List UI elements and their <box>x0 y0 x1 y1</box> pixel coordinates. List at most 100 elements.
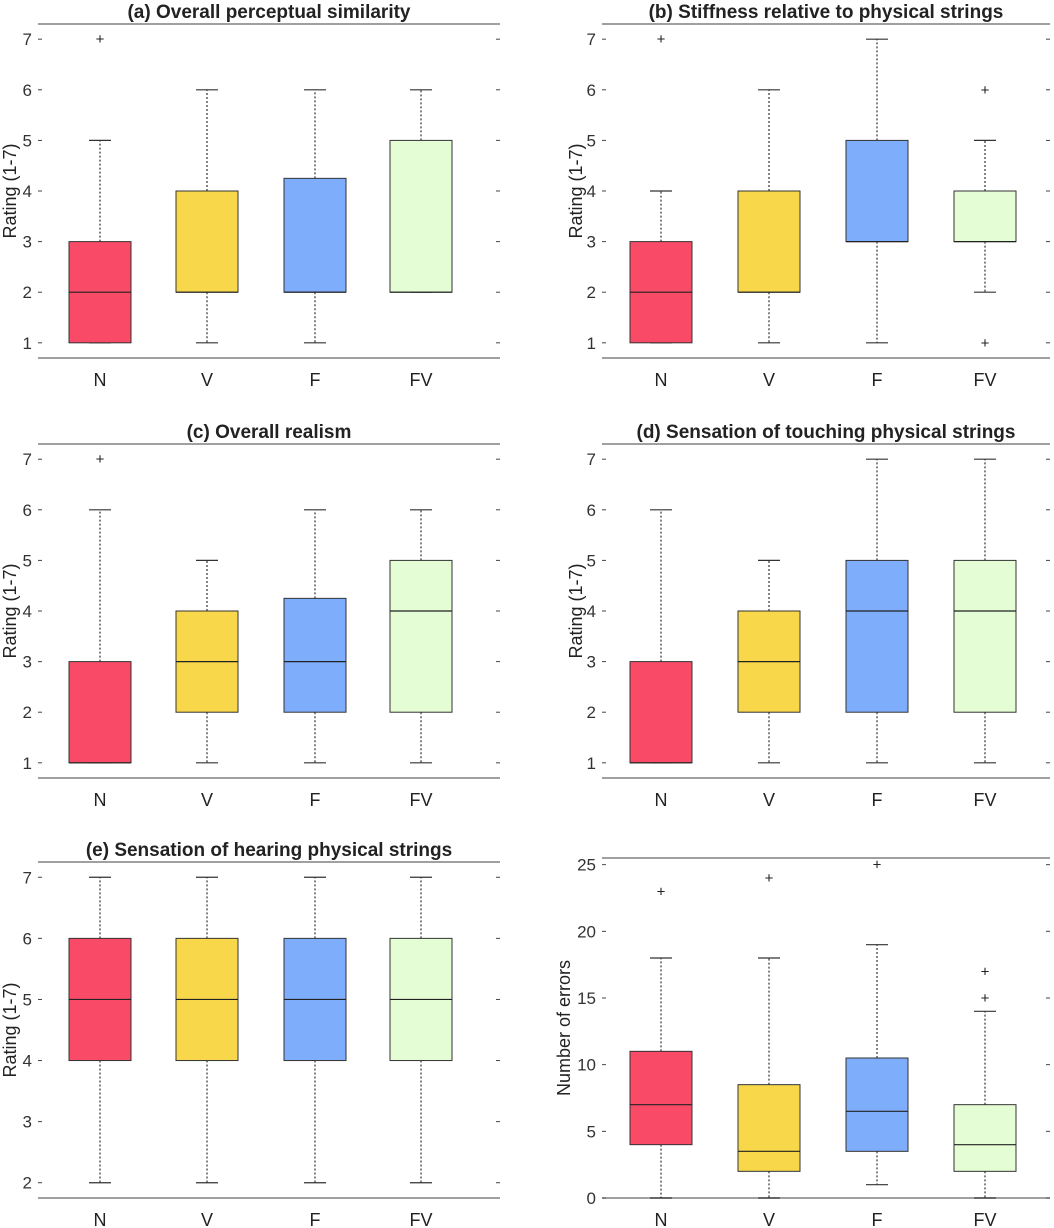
outlier-marker: + <box>981 335 990 352</box>
y-tick-label: 5 <box>587 551 596 570</box>
box-F: F <box>845 458 909 810</box>
y-tick-label: 3 <box>23 653 32 672</box>
outlier-marker: + <box>96 31 105 48</box>
x-tick-label: N <box>655 790 668 810</box>
panel-5: (e) Sensation of hearing physical string… <box>0 840 500 1228</box>
outlier-marker: + <box>96 451 105 468</box>
x-tick-label: F <box>310 370 321 390</box>
x-tick-label: V <box>763 370 775 390</box>
y-tick-label: 5 <box>23 990 32 1009</box>
panel-title: (c) Overall realism <box>187 422 352 443</box>
x-tick-label: V <box>201 790 213 810</box>
x-tick-label: F <box>310 1210 321 1228</box>
x-tick-label: FV <box>973 370 996 390</box>
box-F: F <box>845 38 909 390</box>
outlier-marker: + <box>873 857 882 874</box>
y-tick-label: 6 <box>587 81 596 100</box>
outlier-marker: + <box>981 963 990 980</box>
box-iqr <box>175 190 239 293</box>
x-tick-label: N <box>94 370 107 390</box>
x-tick-label: V <box>201 370 213 390</box>
box-N: +N <box>629 883 693 1228</box>
box-F: F <box>283 509 347 810</box>
x-tick-label: N <box>655 370 668 390</box>
y-tick-label: 6 <box>23 81 32 100</box>
y-tick-label: 7 <box>587 30 596 49</box>
y-tick-label: 6 <box>23 929 32 948</box>
box-F: F <box>283 89 347 390</box>
y-axis-label: Rating (1-7) <box>566 563 586 658</box>
x-tick-label: FV <box>409 790 432 810</box>
y-tick-label: 20 <box>577 922 596 941</box>
y-tick-label: 1 <box>587 334 596 353</box>
box-FV: + + FV <box>953 963 1017 1228</box>
y-tick-label: 7 <box>587 450 596 469</box>
x-tick-label: F <box>872 370 883 390</box>
box-iqr <box>737 1084 801 1172</box>
box-FV: + + FV <box>953 82 1017 390</box>
box-V: V <box>737 89 801 390</box>
panel-title: (e) Sensation of hearing physical string… <box>86 840 452 861</box>
y-tick-label: 6 <box>23 501 32 520</box>
y-tick-label: 15 <box>577 989 596 1008</box>
y-tick-label: 7 <box>23 30 32 49</box>
box-F: F <box>283 876 347 1228</box>
x-tick-label: V <box>763 790 775 810</box>
y-tick-label: 6 <box>587 501 596 520</box>
x-tick-label: FV <box>973 1210 996 1228</box>
y-tick-label: 2 <box>587 283 596 302</box>
y-tick-label: 4 <box>23 1052 32 1071</box>
panel-title: (a) Overall perceptual similarity <box>127 2 410 23</box>
box-F: +F <box>845 857 909 1228</box>
panel-1: (a) Overall perceptual similarity 1 2 3 4 5 6 7… <box>0 2 500 390</box>
y-tick-label: 4 <box>587 182 596 201</box>
box-iqr <box>845 1057 909 1152</box>
box-iqr <box>283 177 347 293</box>
box-FV: FV <box>389 876 453 1228</box>
y-axis-label: Rating (1-7) <box>0 563 20 658</box>
box-FV: FV <box>953 458 1017 810</box>
y-tick-label: 7 <box>23 450 32 469</box>
box-iqr <box>845 559 909 713</box>
outlier-marker: + <box>981 82 990 99</box>
x-tick-label: FV <box>409 1210 432 1228</box>
x-tick-label: F <box>872 790 883 810</box>
box-FV: FV <box>389 89 453 390</box>
y-tick-label: 5 <box>587 1122 596 1141</box>
y-tick-label: 25 <box>577 856 596 875</box>
box-V: V <box>737 559 801 810</box>
x-tick-label: N <box>94 790 107 810</box>
outlier-marker: + <box>657 883 666 900</box>
y-tick-label: 1 <box>587 754 596 773</box>
box-iqr <box>953 190 1017 243</box>
box-N: +N <box>68 451 132 810</box>
box-N: +N <box>629 31 693 390</box>
x-tick-label: V <box>201 1210 213 1228</box>
box-iqr <box>953 559 1017 713</box>
y-tick-label: 3 <box>587 233 596 252</box>
box-N: N <box>629 509 693 810</box>
y-tick-label: 10 <box>577 1056 596 1075</box>
box-N: N <box>68 876 132 1228</box>
y-tick-label: 5 <box>587 131 596 150</box>
box-V: V <box>175 876 239 1228</box>
y-tick-label: 2 <box>23 703 32 722</box>
y-tick-label: 1 <box>23 754 32 773</box>
y-axis-label: Rating (1-7) <box>566 143 586 238</box>
x-tick-label: F <box>872 1210 883 1228</box>
box-N: +N <box>68 31 132 390</box>
box-iqr <box>389 139 453 293</box>
outlier-marker: + <box>981 990 990 1007</box>
panel-title: (b) Stiffness relative to physical strin… <box>649 2 1004 23</box>
y-tick-label: 2 <box>23 1174 32 1193</box>
panel-2: (b) Stiffness relative to physical strin… <box>566 2 1050 390</box>
x-tick-label: F <box>310 790 321 810</box>
box-V: +V <box>737 870 801 1228</box>
box-iqr <box>737 190 801 293</box>
x-tick-label: FV <box>409 370 432 390</box>
y-tick-label: 3 <box>587 653 596 672</box>
box-iqr <box>68 661 132 764</box>
